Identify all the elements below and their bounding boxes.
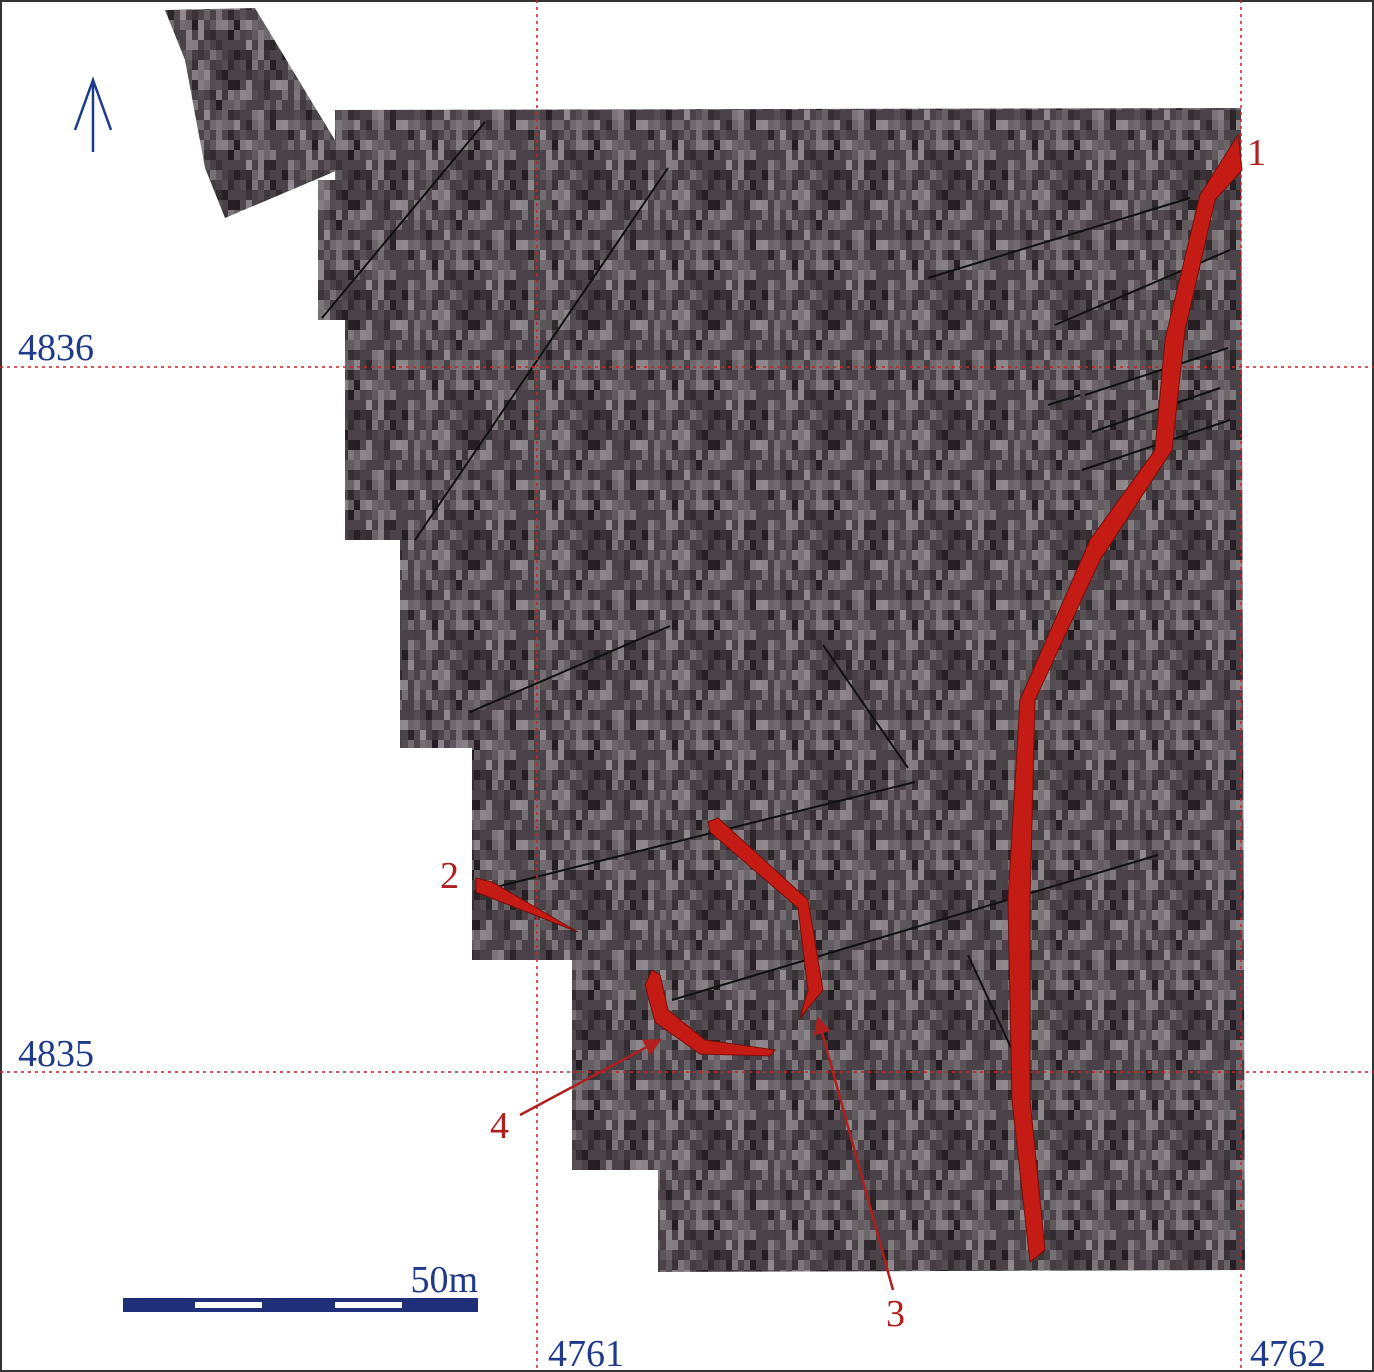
scale-label: 50m [410,1259,478,1301]
northing-label: 4836 [18,327,94,369]
map: 50m 4836 4835 4761 4762 1 2 3 4 [0,0,1374,1372]
northing-label: 4835 [18,1033,94,1075]
easting-label: 4762 [1250,1333,1326,1372]
feature-label: 4 [490,1105,509,1147]
feature-label: 3 [886,1293,905,1335]
north-arrow [75,80,111,152]
feature-label: 2 [440,855,459,897]
easting-label: 4761 [548,1333,624,1372]
feature-label: 1 [1247,132,1266,174]
survey-area [318,108,1245,1272]
